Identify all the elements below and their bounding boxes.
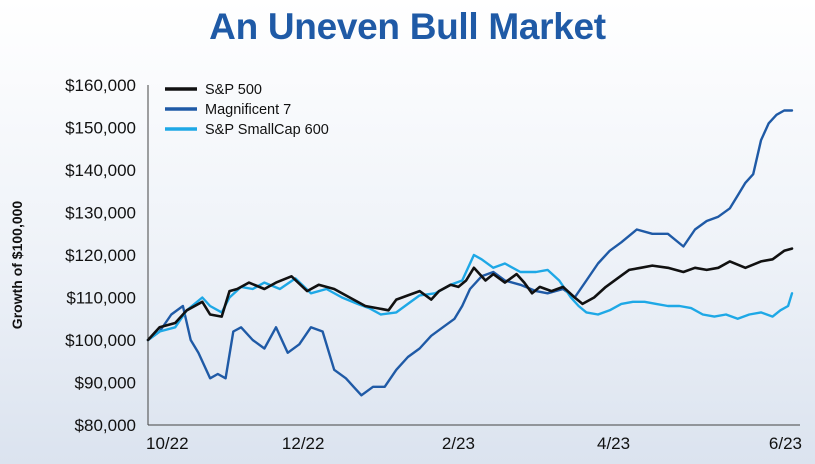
y-axis-label: Growth of $100,000 <box>9 201 25 330</box>
y-tick-label: $160,000 <box>65 76 136 95</box>
x-tick-label: 4/23 <box>597 434 630 453</box>
legend-label: S&P 500 <box>205 82 262 98</box>
y-tick-label: $110,000 <box>66 289 136 308</box>
legend: S&P 500 Magnificent 7 S&P SmallCap 600 <box>165 82 329 138</box>
series-line-s-p-smallcap-600 <box>146 253 794 342</box>
y-tick-label: $120,000 <box>65 246 136 265</box>
legend-label: Magnificent 7 <box>205 102 291 118</box>
x-tick-label: 2/23 <box>442 434 475 453</box>
y-tick-label: $130,000 <box>65 204 136 223</box>
x-tick-label: 6/23 <box>769 434 802 453</box>
chart-title: An Uneven Bull Market <box>209 6 606 47</box>
y-tick-label: $150,000 <box>65 119 136 138</box>
series-line-s-p-500 <box>146 247 794 342</box>
y-tick-label: $140,000 <box>65 161 136 180</box>
legend-label: S&P SmallCap 600 <box>205 122 329 138</box>
series-lines <box>146 109 794 397</box>
x-tick-label: 10/22 <box>146 434 189 453</box>
y-tick-label: $90,000 <box>75 374 136 393</box>
axes: $80,000 $90,000 $100,000 $110,000 $120,000 $1… <box>9 76 802 453</box>
series-line-magnificent-7 <box>146 109 794 397</box>
y-tick-label: $100,000 <box>65 331 136 350</box>
x-tick-label: 12/22 <box>282 434 325 453</box>
y-tick-label: $80,000 <box>75 416 136 435</box>
